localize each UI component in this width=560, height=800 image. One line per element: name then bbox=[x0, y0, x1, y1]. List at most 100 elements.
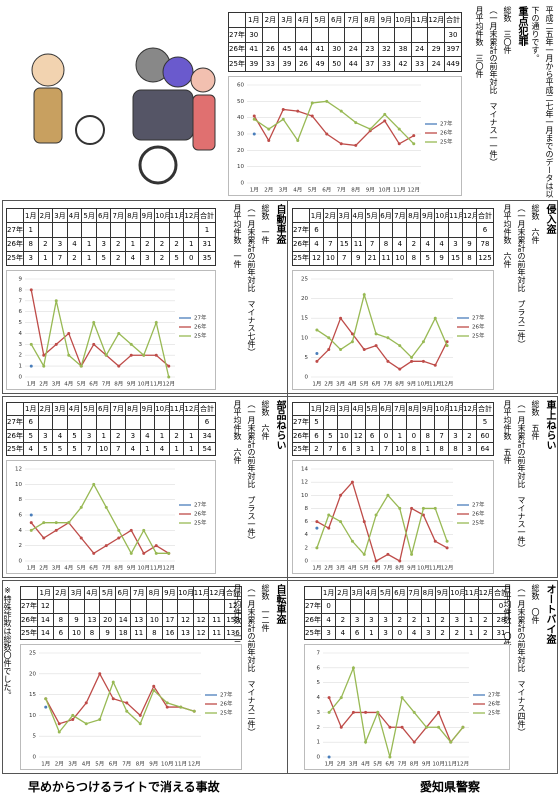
total-cell: 28 bbox=[492, 612, 510, 627]
stat-text: （一月末累計の前年対比 マイナス一件） bbox=[517, 400, 526, 552]
y-tick-label: 9 bbox=[19, 277, 23, 283]
point bbox=[362, 348, 366, 352]
value-cell bbox=[95, 222, 112, 238]
value-cell bbox=[363, 599, 380, 614]
table-row: 26年 4 2 3 3 3 2 2 1 2 3 1 2 28 bbox=[304, 612, 510, 627]
value-cell bbox=[37, 415, 54, 430]
value-cell bbox=[95, 415, 112, 430]
point bbox=[138, 713, 142, 717]
y-tick-label: 2 bbox=[19, 543, 23, 549]
stat-text: （一月末累計の前年対比 マイナス二件） bbox=[247, 584, 256, 736]
value-cell: 5 bbox=[66, 441, 83, 457]
point bbox=[410, 506, 414, 510]
value-cell: 10 bbox=[336, 428, 352, 443]
point bbox=[67, 331, 71, 335]
value-cell: 6 bbox=[349, 625, 365, 641]
value-cell bbox=[261, 26, 280, 43]
value-cell: 2 bbox=[406, 236, 422, 252]
month-header: 2月 bbox=[37, 401, 54, 417]
x-tick-label: 5月 bbox=[77, 381, 86, 388]
y-tick-label: 5 bbox=[33, 734, 37, 740]
x-tick-label: 6月 bbox=[109, 761, 118, 768]
table-row: 27年 30 30 bbox=[228, 26, 462, 43]
x-tick-label: 1月 bbox=[250, 187, 259, 194]
value-cell: 24 bbox=[427, 56, 445, 72]
x-tick-label: 9月 bbox=[407, 381, 416, 388]
value-cell bbox=[168, 415, 185, 430]
value-cell: 14 bbox=[114, 612, 132, 627]
y-tick-label: 0 bbox=[305, 375, 309, 381]
value-cell: 4 bbox=[66, 236, 83, 252]
point bbox=[71, 713, 75, 717]
value-cell: 50 bbox=[327, 56, 346, 72]
stat-text: 月平均件数 六件 bbox=[233, 400, 242, 464]
value-cell bbox=[294, 26, 313, 43]
value-cell: 8 bbox=[406, 250, 422, 267]
row-label: 25年 bbox=[6, 250, 24, 267]
value-cell bbox=[177, 599, 194, 614]
value-cell bbox=[406, 222, 422, 238]
value-cell bbox=[406, 599, 422, 614]
value-cell bbox=[139, 415, 156, 430]
point bbox=[339, 696, 343, 700]
table-row: 27年 5 5 bbox=[292, 415, 494, 430]
value-cell: 10 bbox=[68, 625, 85, 641]
value-cell: 3 bbox=[37, 428, 54, 443]
x-tick-label: 6月 bbox=[322, 187, 331, 194]
point bbox=[310, 101, 314, 105]
x-tick-label: 11月 bbox=[445, 761, 458, 768]
month-header: 4月 bbox=[294, 12, 313, 28]
total-cell: 60 bbox=[476, 428, 494, 443]
x-tick-label: 8月 bbox=[410, 761, 419, 768]
total-header: 合計 bbox=[444, 12, 462, 28]
point bbox=[386, 336, 390, 340]
legend-label: 25年 bbox=[194, 332, 207, 340]
value-cell: 24 bbox=[344, 41, 363, 58]
section-title: 侵入盗 bbox=[544, 204, 555, 234]
month-header: 7月 bbox=[110, 401, 127, 417]
point bbox=[67, 521, 71, 525]
value-cell: 2 bbox=[110, 428, 127, 443]
stats: 侵入盗 総数 六件 （一月末累計の前年対比 プラス二件） 月平均件数 六件 bbox=[496, 204, 556, 392]
value-cell bbox=[392, 599, 408, 614]
total-header: 合計 bbox=[476, 401, 494, 417]
point bbox=[79, 505, 83, 509]
point bbox=[421, 506, 425, 510]
point bbox=[57, 722, 61, 726]
point bbox=[386, 359, 390, 363]
section-title: 重点犯罪 bbox=[516, 6, 527, 46]
value-cell bbox=[336, 222, 352, 238]
x-tick-label: 1月 bbox=[312, 381, 321, 388]
value-cell: 8 bbox=[434, 441, 450, 457]
value-cell: 33 bbox=[377, 56, 396, 72]
point bbox=[327, 696, 331, 700]
month-header: 8月 bbox=[125, 207, 141, 224]
x-tick-label: 2月 bbox=[324, 381, 333, 388]
value-cell bbox=[336, 415, 352, 430]
value-cell bbox=[427, 26, 445, 43]
value-cell: 9 bbox=[68, 612, 85, 627]
y-tick-label: 20 bbox=[29, 671, 36, 677]
table-row: 26年 14 8 9 13 20 14 13 10 17 12 12 11 153 bbox=[20, 612, 242, 627]
value-cell bbox=[364, 415, 380, 430]
value-cell bbox=[183, 222, 199, 238]
row-label: 26年 bbox=[6, 428, 24, 443]
value-cell bbox=[420, 599, 437, 614]
y-tick-label: 20 bbox=[301, 296, 308, 302]
line-chart: 0 5 10 15 20 25 1月 2月 3月 4月 5月 6月 7月 8月 9月 10月 11月 12月 27年… bbox=[292, 270, 494, 390]
point bbox=[325, 99, 329, 103]
value-cell: 8 bbox=[52, 612, 70, 627]
value-cell bbox=[434, 599, 451, 614]
value-cell bbox=[183, 415, 199, 430]
total-cell: 30 bbox=[444, 26, 462, 43]
value-cell bbox=[66, 415, 83, 430]
point bbox=[296, 109, 300, 113]
x-tick-label: 1月 bbox=[27, 565, 36, 572]
month-header: 9月 bbox=[161, 585, 179, 601]
x-tick-label: 7月 bbox=[383, 381, 392, 388]
stat-text: 総数 五件 bbox=[531, 400, 540, 440]
value-cell bbox=[154, 415, 170, 430]
total-cell: 64 bbox=[476, 441, 494, 457]
x-tick-label: 7月 bbox=[122, 761, 131, 768]
